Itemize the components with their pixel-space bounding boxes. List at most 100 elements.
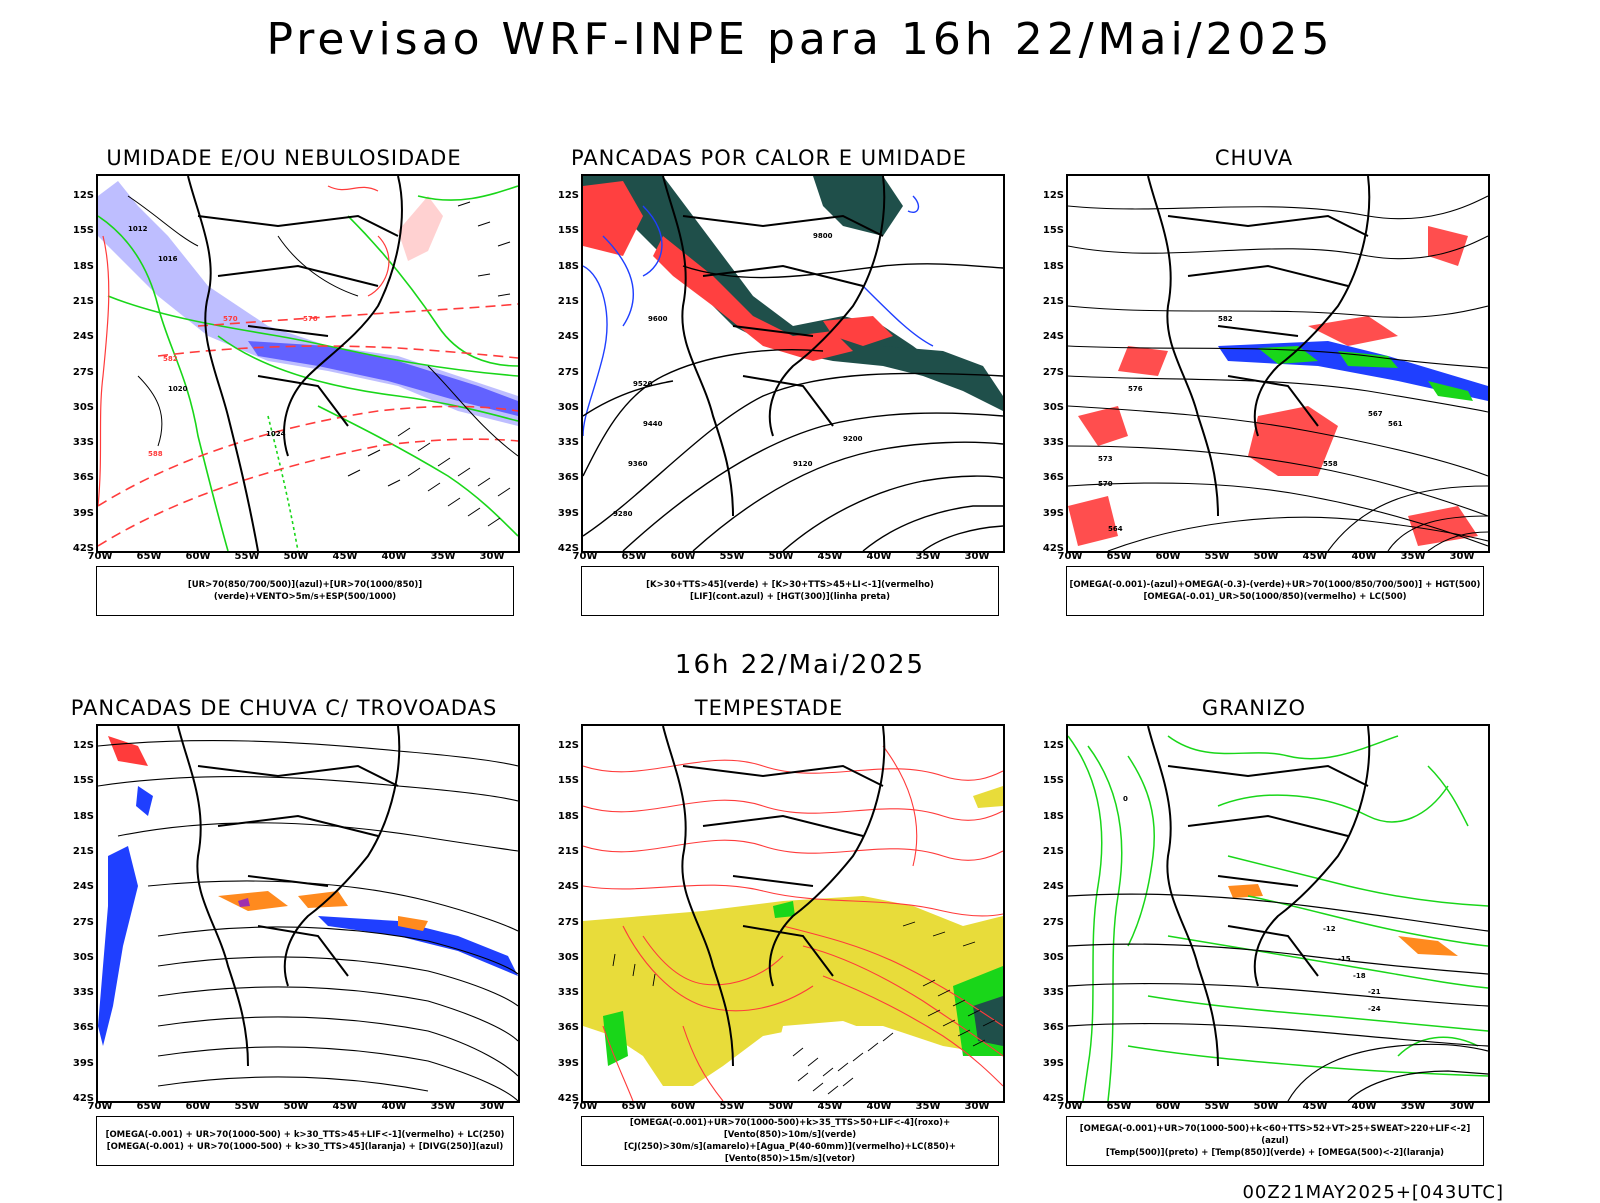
latitude-tick-label: 21S xyxy=(1042,295,1064,307)
longitude-tick-label: 30W xyxy=(479,1101,505,1112)
longitude-tick-label: 60W xyxy=(185,1101,211,1112)
latitude-tick-label: 36S xyxy=(557,472,579,484)
panel-title: PANCADAS DE CHUVA C/ TROVOADAS xyxy=(70,696,498,720)
longitude-tick-label: 50W xyxy=(283,551,309,562)
contour-label: 582 xyxy=(163,355,178,363)
legend-line: [Temp(500)](preto) + [Temp(850)](verde) … xyxy=(1105,1148,1445,1158)
latitude-tick-label: 18S xyxy=(557,260,579,272)
longitude-tick-label: 50W xyxy=(768,1101,794,1112)
latitude-tick-label: 36S xyxy=(1042,1022,1064,1034)
contour-label: 9520 xyxy=(633,380,653,388)
latitude-tick-label: 12S xyxy=(1042,740,1064,751)
map-tempestade[interactable] xyxy=(581,724,1005,1103)
panel-chuva: CHUVA 12S 15S 18S 21S 24S 27S 30S 33S 36S 39S 42S xyxy=(1024,146,1490,646)
latitude-tick-label: 21S xyxy=(1042,845,1064,857)
latitude-axis: 12S 15S 18S 21S 24S 27S 30S 33S 36S 39S 42S xyxy=(547,174,579,554)
latitude-tick-label: 33S xyxy=(557,437,579,449)
longitude-tick-label: 45W xyxy=(1302,551,1328,562)
contour-label: 9120 xyxy=(793,460,813,468)
main-title: Previsao WRF-INPE para 16h 22/Mai/2025 xyxy=(266,14,1334,65)
latitude-axis: 12S 15S 18S 21S 24S 27S 30S 33S 36S 39S 42S xyxy=(1032,724,1064,1104)
longitude-axis: 70W 65W 60W 55W 50W 45W 40W 35W 30W xyxy=(1058,551,1486,565)
map-granizo[interactable]: 0 -12 -15 -18 -21 -24 xyxy=(1066,724,1490,1103)
longitude-tick-label: 60W xyxy=(185,551,211,562)
longitude-tick-label: 40W xyxy=(381,1101,407,1112)
latitude-tick-label: 15S xyxy=(72,225,94,237)
panel-tempestade: TEMPESTADE 12S 15S 18S 21S 24S 27S 30S 33S 36S 39… xyxy=(539,696,1005,1196)
longitude-tick-label: 50W xyxy=(768,551,794,562)
panel-legend: [K>30+TTS>45](verde) + [K>30+TTS>45+LI<-… xyxy=(581,566,999,616)
panel-granizo: GRANIZO 12S 15S 18S 21S 24S 27S 30S 33S 36S 39S 42… xyxy=(1024,696,1490,1196)
legend-line: [OMEGA(-0.001) + UR>70(1000-500) + k>30_… xyxy=(105,1130,505,1140)
longitude-tick-label: 50W xyxy=(1253,1101,1279,1112)
contour-label: 588 xyxy=(148,450,163,458)
longitude-tick-label: 70W xyxy=(572,551,598,562)
latitude-tick-label: 33S xyxy=(1042,987,1064,999)
longitude-tick-label: 70W xyxy=(87,551,113,562)
latitude-tick-label: 18S xyxy=(72,810,94,822)
longitude-axis: 70W 65W 60W 55W 50W 45W 40W 35W 30W xyxy=(88,1101,516,1115)
longitude-tick-label: 45W xyxy=(332,1101,358,1112)
latitude-tick-label: 21S xyxy=(72,845,94,857)
panel-title: TEMPESTADE xyxy=(694,696,844,720)
longitude-axis: 70W 65W 60W 55W 50W 45W 40W 35W 30W xyxy=(1058,1101,1486,1115)
longitude-tick-label: 55W xyxy=(1204,551,1230,562)
latitude-tick-label: 18S xyxy=(557,810,579,822)
contour-label: 9800 xyxy=(813,232,833,240)
contour-label: 582 xyxy=(1218,315,1233,323)
map-trovoadas[interactable] xyxy=(96,724,520,1103)
latitude-tick-label: 27S xyxy=(557,366,579,378)
latitude-tick-label: 27S xyxy=(1042,366,1064,378)
contour-label: 1024 xyxy=(266,430,286,438)
panel-legend: [OMEGA(-0.001) + UR>70(1000-500) + k>30_… xyxy=(96,1116,514,1166)
longitude-tick-label: 30W xyxy=(964,1101,990,1112)
latitude-tick-label: 12S xyxy=(557,190,579,201)
latitude-tick-label: 24S xyxy=(72,881,94,893)
latitude-tick-label: 30S xyxy=(72,401,94,413)
longitude-tick-label: 70W xyxy=(572,1101,598,1112)
longitude-tick-label: 30W xyxy=(964,551,990,562)
longitude-tick-label: 45W xyxy=(1302,1101,1328,1112)
latitude-tick-label: 12S xyxy=(1042,190,1064,201)
latitude-tick-label: 30S xyxy=(557,401,579,413)
panel-legend: [UR>70(850/700/500)](azul)+[UR>70(1000/8… xyxy=(96,566,514,616)
latitude-tick-label: 15S xyxy=(557,225,579,237)
longitude-tick-label: 55W xyxy=(234,551,260,562)
latitude-tick-label: 42S xyxy=(557,543,579,554)
contour-label: 573 xyxy=(1098,455,1113,463)
latitude-axis: 12S 15S 18S 21S 24S 27S 30S 33S 36S 39S 42S xyxy=(62,724,94,1104)
contour-label: -24 xyxy=(1368,1005,1381,1013)
longitude-tick-label: 70W xyxy=(87,1101,113,1112)
latitude-tick-label: 42S xyxy=(557,1093,579,1104)
contour-label: -21 xyxy=(1368,988,1381,996)
latitude-tick-label: 18S xyxy=(1042,260,1064,272)
map-chuva[interactable]: 582 576 570 564 558 573 567 561 xyxy=(1066,174,1490,553)
panel-legend: [OMEGA(-0.001)-(azul)+OMEGA(-0.3)-(verde… xyxy=(1066,566,1484,616)
run-timestamp: 00Z21MAY2025+[043UTC] xyxy=(1242,1182,1504,1203)
longitude-tick-label: 45W xyxy=(332,551,358,562)
panel-pancadas-calor: PANCADAS POR CALOR E UMIDADE 12S 15S 18S 21… xyxy=(539,146,1005,646)
contour-label: 0 xyxy=(1123,795,1128,803)
longitude-tick-label: 65W xyxy=(1106,1101,1132,1112)
latitude-axis: 12S 15S 18S 21S 24S 27S 30S 33S 36S 39S 42S xyxy=(62,174,94,554)
panel-umidade: UMIDADE E/OU NEBULOSIDADE 12S 15S 18S 21S 24… xyxy=(54,146,520,646)
map-umidade[interactable]: 1012 1016 1020 1024 570 576 582 588 xyxy=(96,174,520,553)
latitude-tick-label: 24S xyxy=(1042,881,1064,893)
latitude-tick-label: 15S xyxy=(1042,775,1064,787)
longitude-tick-label: 45W xyxy=(817,551,843,562)
panel-legend: [OMEGA(-0.001)+UR>70(1000-500)+k>35_TTS>… xyxy=(581,1116,999,1166)
longitude-tick-label: 35W xyxy=(430,1101,456,1112)
latitude-tick-label: 18S xyxy=(72,260,94,272)
contour-label: 558 xyxy=(1323,460,1338,468)
latitude-tick-label: 33S xyxy=(1042,437,1064,449)
map-pancadas-calor[interactable]: 9600 9520 9440 9360 9280 9200 9120 9800 xyxy=(581,174,1005,553)
latitude-tick-label: 33S xyxy=(557,987,579,999)
panel-title: GRANIZO xyxy=(1201,696,1307,720)
longitude-tick-label: 70W xyxy=(1057,1101,1083,1112)
latitude-tick-label: 24S xyxy=(1042,331,1064,343)
latitude-tick-label: 15S xyxy=(557,775,579,787)
longitude-tick-label: 55W xyxy=(1204,1101,1230,1112)
latitude-tick-label: 30S xyxy=(72,951,94,963)
panel-title: UMIDADE E/OU NEBULOSIDADE xyxy=(106,146,462,170)
contour-label: 567 xyxy=(1368,410,1383,418)
